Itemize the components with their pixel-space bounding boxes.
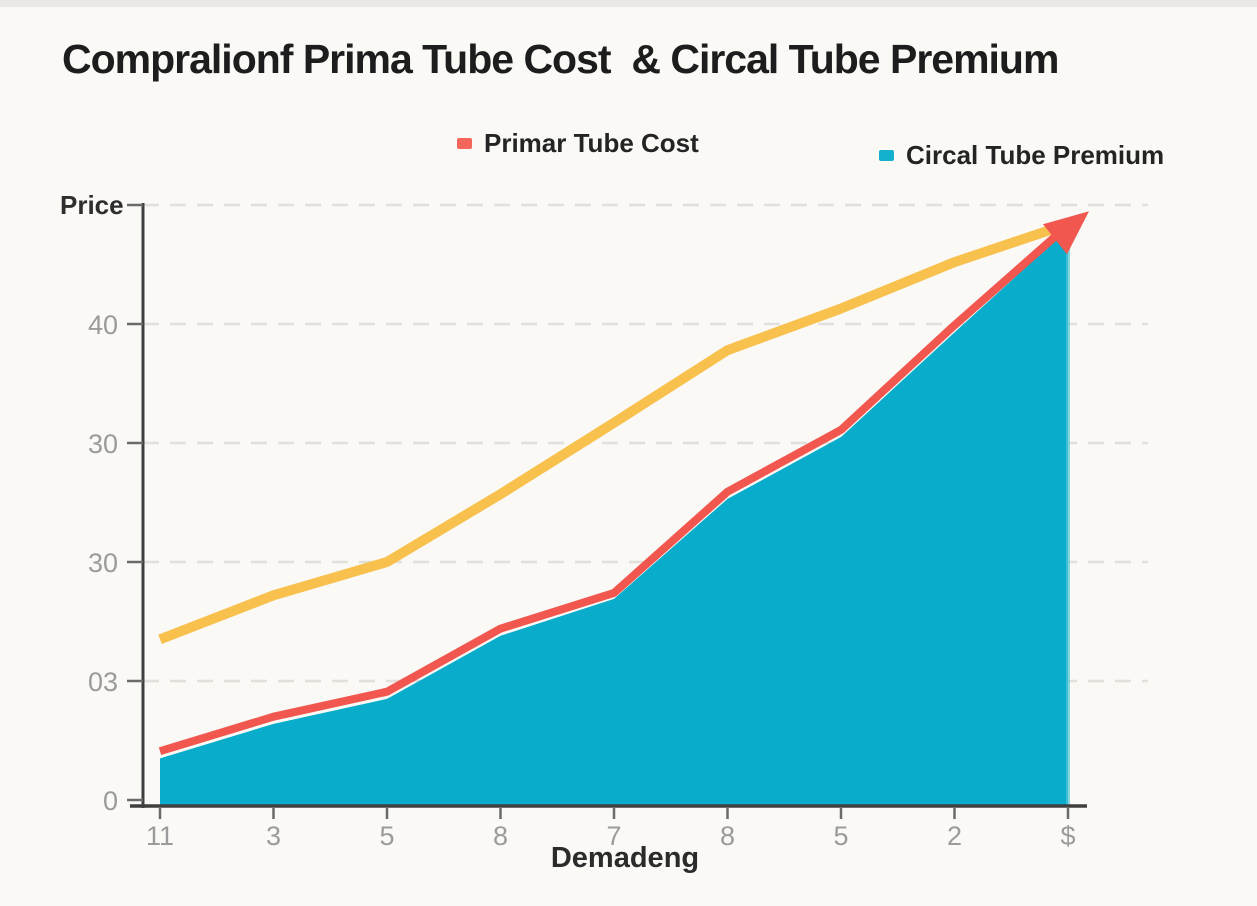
legend-marker-cyan — [879, 149, 894, 161]
legend-item-circal-tube-premium: Circal Tube Premium — [879, 142, 1164, 168]
x-axis-title: Demadeng — [550, 842, 700, 874]
x-tick-label: 8 — [493, 821, 508, 851]
tick-marks — [127, 203, 1070, 819]
legend-label: Primar Tube Cost — [484, 128, 699, 158]
chart-title: Compralionf Prima Tube Cost & Circal Tub… — [62, 36, 1059, 82]
axes — [130, 203, 1087, 808]
y-tick-label: 03 — [88, 667, 118, 697]
x-tick-label: 5 — [379, 821, 394, 851]
y-tick-labels: 0 03 30 30 40 — [88, 310, 118, 816]
cyan-area — [160, 228, 1068, 807]
red-line — [158, 222, 1071, 756]
legend-item-primar-tube-cost: Primar Tube Cost — [457, 130, 699, 156]
x-tick-labels: 11 3 5 8 7 8 5 2 $ — [146, 821, 1076, 851]
y-axis-title: Price — [60, 190, 124, 220]
legend-marker-red — [457, 137, 472, 149]
legend-label: Circal Tube Premium — [906, 140, 1165, 170]
x-tick-label: 11 — [146, 821, 174, 851]
y-tick-label: 0 — [103, 786, 118, 816]
x-tick-label: 5 — [833, 821, 848, 851]
yellow-line — [158, 219, 1070, 645]
page-top-strip — [0, 0, 1257, 7]
x-tick-label: 7 — [606, 821, 621, 851]
x-tick-label: 8 — [720, 821, 735, 851]
x-tick-label: 2 — [947, 821, 962, 851]
x-tick-label: 3 — [266, 821, 281, 851]
x-tick-label: $ — [1060, 821, 1075, 851]
y-tick-label: 40 — [88, 310, 118, 340]
y-tick-label: 30 — [88, 429, 118, 459]
y-tick-label: 30 — [88, 548, 118, 578]
arrowhead-icon — [1043, 211, 1089, 255]
